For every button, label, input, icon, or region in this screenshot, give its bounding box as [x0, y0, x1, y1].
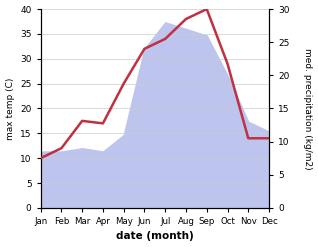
X-axis label: date (month): date (month)	[116, 231, 194, 242]
Y-axis label: med. precipitation (kg/m2): med. precipitation (kg/m2)	[303, 48, 313, 169]
Y-axis label: max temp (C): max temp (C)	[5, 77, 15, 140]
